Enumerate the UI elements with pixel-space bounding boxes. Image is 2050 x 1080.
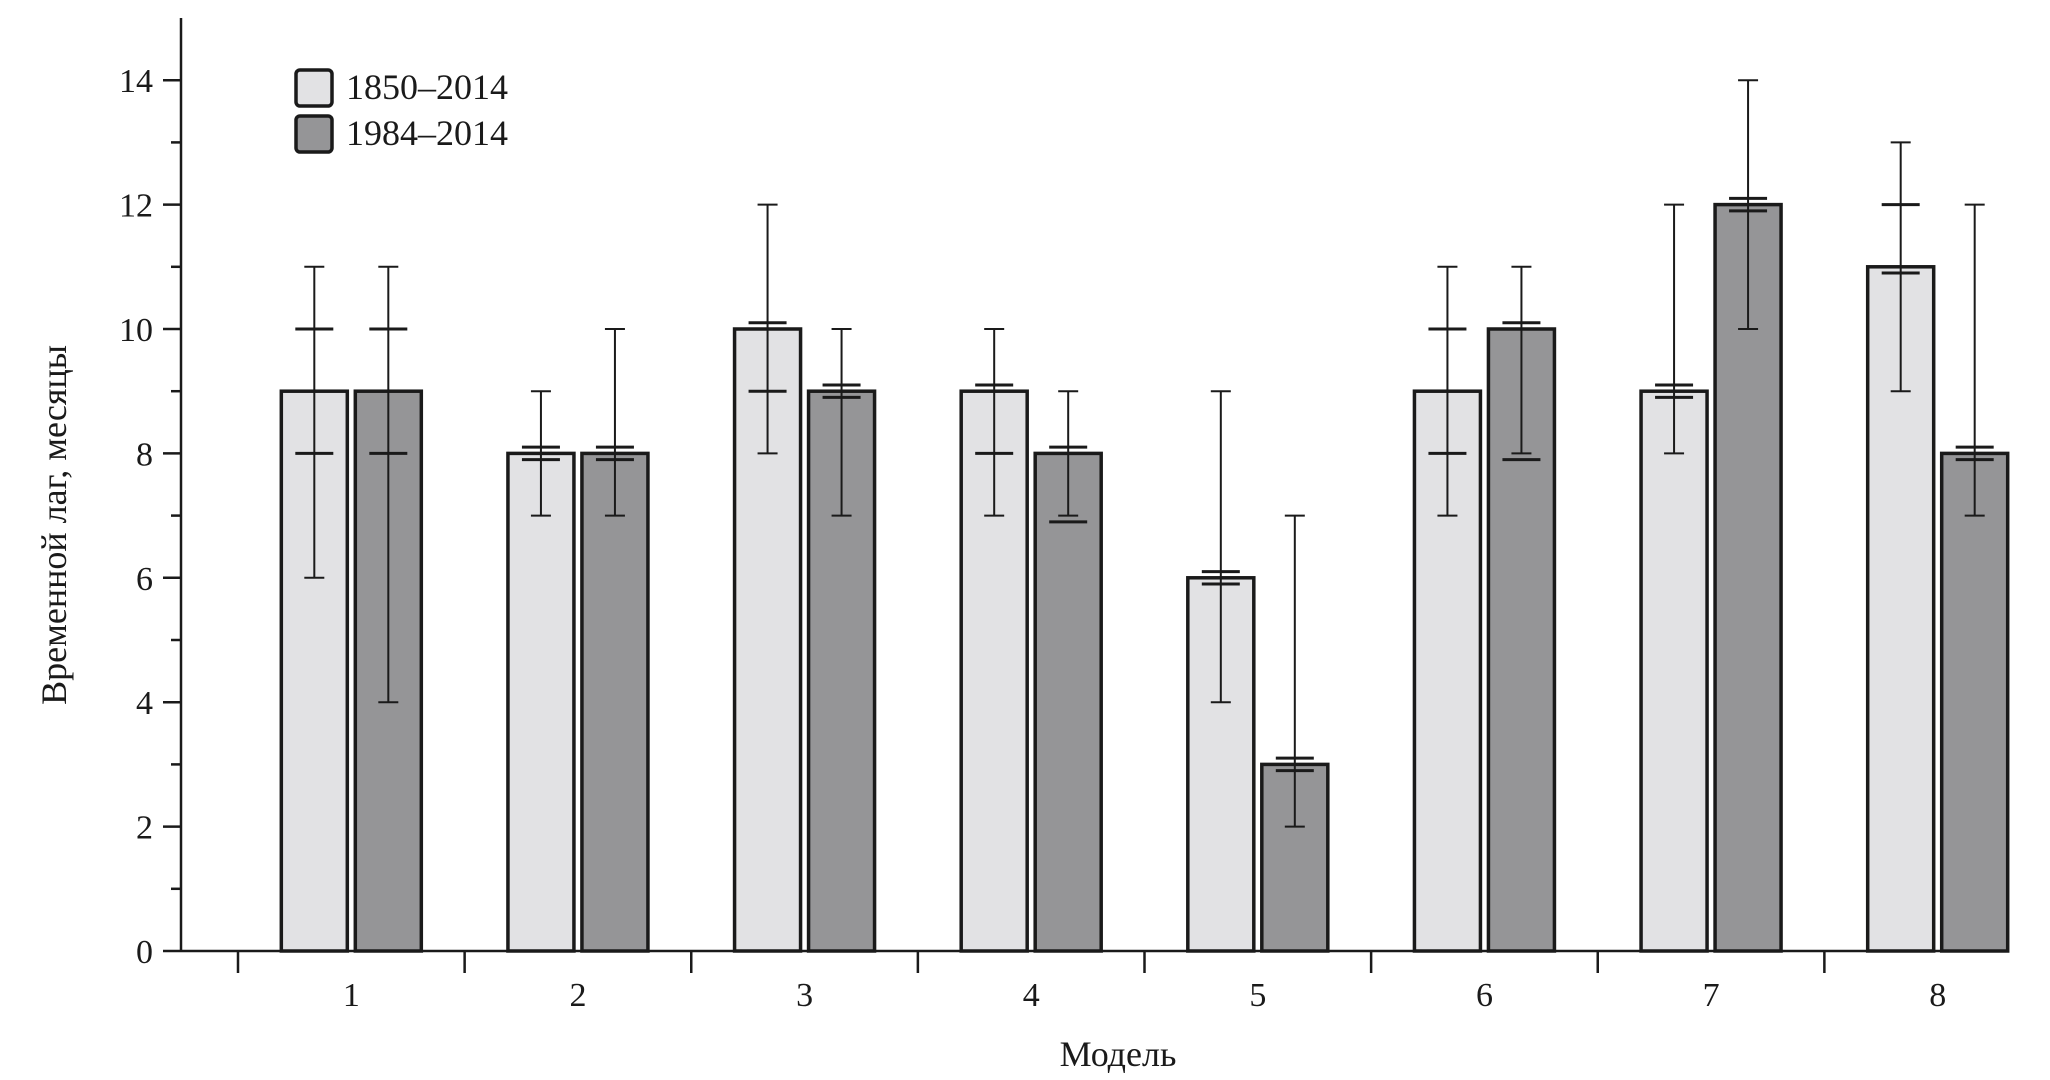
bar-series-1 xyxy=(1639,389,1709,953)
legend-swatch xyxy=(294,114,334,154)
y-tick-label: 12 xyxy=(119,188,153,225)
x-tick-label: 5 xyxy=(1249,977,1266,1014)
x-tick-label: 8 xyxy=(1929,977,1946,1014)
legend-label: 1984–2014 xyxy=(346,113,508,153)
y-tick-label: 6 xyxy=(136,561,153,598)
y-tick-label: 10 xyxy=(119,312,153,349)
x-tick-label: 3 xyxy=(796,977,813,1014)
x-axis-label: Модель xyxy=(1060,1034,1177,1074)
x-tick-label: 6 xyxy=(1476,977,1493,1014)
y-tick-label: 4 xyxy=(136,685,153,722)
legend: 1850–2014 1984–2014 xyxy=(294,67,508,154)
x-tick-label: 7 xyxy=(1703,977,1720,1014)
bar-series-1 xyxy=(506,451,576,953)
bar-series-2 xyxy=(1033,451,1103,953)
y-tick-label: 0 xyxy=(136,934,153,971)
y-tick-label: 2 xyxy=(136,810,153,847)
bar-series-2 xyxy=(580,451,650,953)
x-tick-label: 4 xyxy=(1023,977,1040,1014)
legend-swatch xyxy=(294,68,334,108)
x-tick-label: 2 xyxy=(569,977,586,1014)
y-tick-label: 8 xyxy=(136,436,153,473)
y-tick-label: 14 xyxy=(119,63,153,100)
bar-series-2 xyxy=(1939,451,2010,953)
legend-label: 1850–2014 xyxy=(346,67,508,107)
x-tick-label: 1 xyxy=(343,977,360,1014)
y-axis-label: Временной лаг, месяцы xyxy=(34,345,74,705)
